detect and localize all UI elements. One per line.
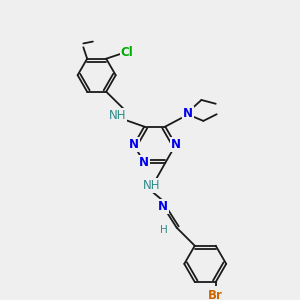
Text: N: N [171, 138, 181, 151]
Text: N: N [183, 107, 193, 120]
Text: N: N [158, 200, 168, 213]
Text: Br: Br [208, 289, 223, 300]
Text: H: H [160, 225, 168, 235]
Text: N: N [139, 156, 149, 170]
Text: N: N [129, 138, 139, 151]
Text: NH: NH [109, 109, 126, 122]
Text: NH: NH [143, 179, 161, 192]
Text: Cl: Cl [121, 46, 134, 59]
